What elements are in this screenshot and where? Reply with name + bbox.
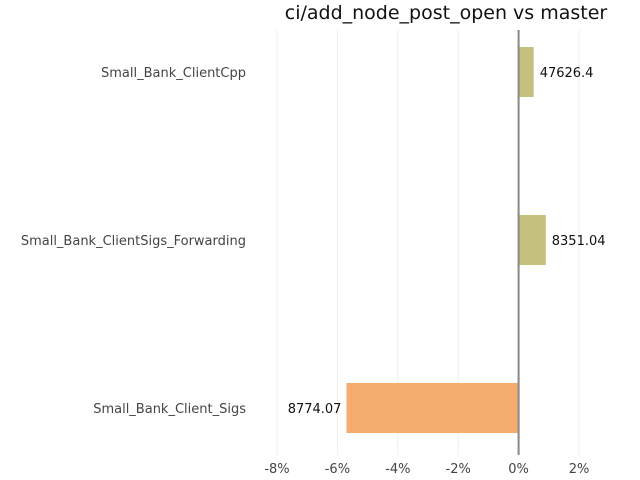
category-label: Small_Bank_ClientSigs_Forwarding	[21, 234, 246, 249]
x-axis-ticks: -8% -6% -4% -2% 0% 2%	[264, 462, 589, 477]
bar	[346, 383, 519, 433]
chart-title: ci/add_node_post_open vs master	[285, 2, 608, 24]
x-tick-label: -6%	[325, 462, 350, 477]
bar	[518, 47, 534, 97]
data-labels: 47626.4 8351.04 8774.07	[288, 66, 606, 417]
category-label: Small_Bank_Client_Sigs	[93, 402, 246, 417]
bar	[518, 215, 546, 265]
category-label: Small_Bank_ClientCpp	[101, 66, 246, 81]
x-tick-label: 2%	[569, 462, 590, 477]
data-label: 47626.4	[540, 66, 594, 81]
x-tick-label: 0%	[508, 462, 529, 477]
category-labels: Small_Bank_ClientCpp Small_Bank_ClientSig…	[21, 66, 246, 417]
bars	[346, 47, 546, 433]
x-tick-label: -2%	[446, 462, 471, 477]
data-label: 8774.07	[288, 402, 342, 417]
x-tick-label: -4%	[385, 462, 410, 477]
x-tick-label: -8%	[264, 462, 289, 477]
data-label: 8351.04	[552, 234, 606, 249]
